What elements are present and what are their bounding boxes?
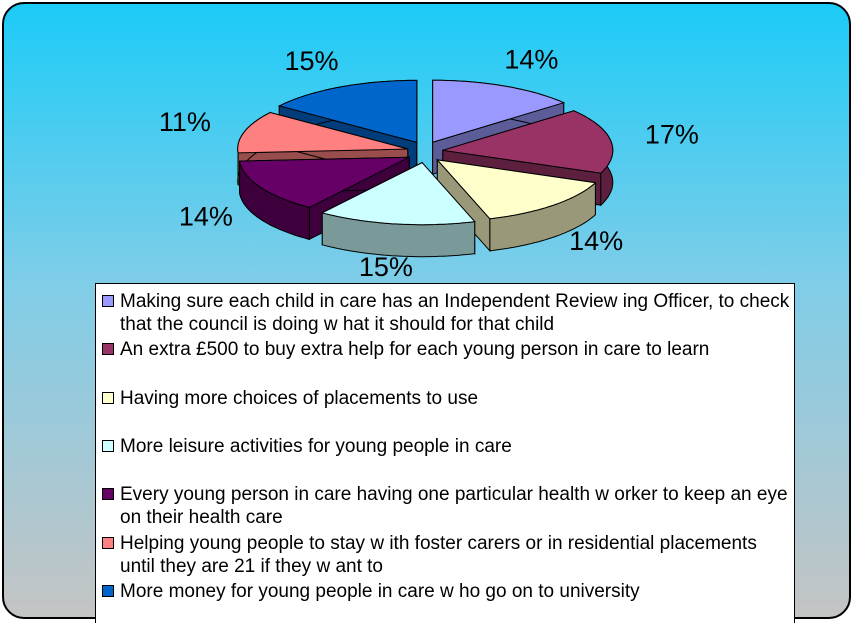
legend-entry: An extra £500 to buy extra help for each… — [102, 338, 792, 361]
data-label: 14% — [504, 45, 558, 75]
pie-slice — [237, 111, 408, 154]
legend-label: Every young person in care having one pa… — [120, 484, 788, 529]
pie-slice — [442, 110, 614, 174]
pie-slice — [436, 159, 597, 220]
legend-label: More money for young people in care w ho… — [120, 580, 640, 602]
legend-swatch — [102, 536, 114, 549]
legend-swatch — [102, 584, 114, 597]
legend-swatch — [102, 439, 114, 452]
legend: Making sure each child in care has an In… — [95, 283, 795, 623]
data-label: 15% — [359, 252, 413, 282]
legend-label: An extra £500 to buy extra help for each… — [120, 339, 710, 361]
pie-chart: 14% 17% 14% 15% 14% 11% 15% — [159, 45, 699, 282]
legend-entry: More money for young people in care w ho… — [102, 580, 792, 603]
legend-label: More leisure activities for young people… — [120, 435, 512, 457]
legend-swatch — [102, 488, 114, 501]
legend-label: Having more choices of placements to use — [120, 387, 479, 409]
pie-slice — [277, 79, 418, 144]
pie-slice — [432, 79, 566, 143]
data-label: 14% — [569, 226, 623, 256]
slice-group — [436, 158, 597, 253]
pie-slice — [320, 162, 476, 226]
legend-swatch — [102, 295, 114, 307]
legend-entry: Helping young people to stay w ith foste… — [102, 532, 792, 578]
legend-label: Helping young people to stay w ith foste… — [120, 532, 757, 577]
data-label: 17% — [645, 120, 699, 150]
legend-swatch — [102, 343, 114, 356]
legend-swatch — [102, 391, 114, 404]
legend-entry: Making sure each child in care has an In… — [102, 290, 792, 336]
data-label: 11% — [159, 107, 211, 137]
data-label: 14% — [179, 201, 233, 231]
legend-entry: Every young person in care having one pa… — [102, 483, 792, 529]
slice-group — [320, 161, 476, 258]
legend-entry: Having more choices of placements to use — [102, 387, 792, 410]
data-label: 15% — [284, 46, 338, 76]
pie-slice — [239, 156, 410, 208]
legend-entry: More leisure activities for young people… — [102, 435, 792, 458]
legend-label: Making sure each child in care has an In… — [120, 291, 790, 335]
